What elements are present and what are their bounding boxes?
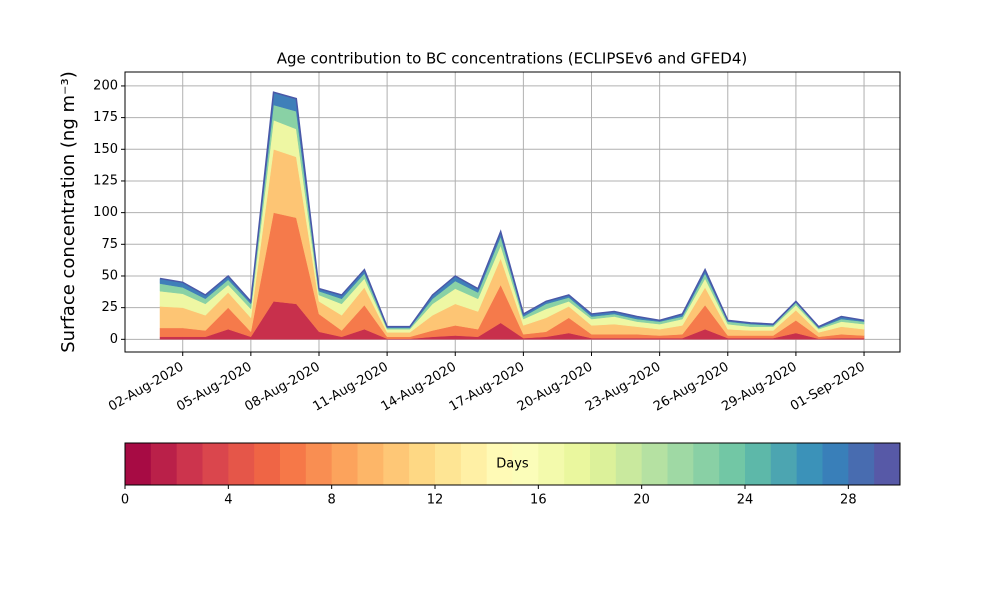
colorbar-cell: [796, 443, 823, 485]
colorbar-cell: [667, 443, 694, 485]
x-tick-label: 05-Aug-2020: [174, 360, 254, 415]
plot-frame: [124, 71, 901, 353]
colorbar-cell: [460, 443, 488, 485]
colorbar-cell: [228, 443, 255, 485]
colorbar-cell: [409, 443, 436, 485]
colorbar-cell: [254, 443, 281, 485]
chart-title: Age contribution to BC concentrations (E…: [277, 50, 748, 68]
colorbar-tick-label: 4: [224, 493, 232, 508]
y-tick-label: 75: [101, 237, 118, 252]
x-tick-label: 14-Aug-2020: [379, 360, 459, 415]
x-tick-label: 17-Aug-2020: [447, 360, 527, 415]
colorbar-label: Days: [496, 457, 529, 472]
colorbar-cell: [848, 443, 875, 485]
colorbar-cell: [590, 443, 617, 485]
colorbar-cell: [822, 443, 849, 485]
colorbar-cell: [719, 443, 746, 485]
x-tick-label: 26-Aug-2020: [651, 360, 731, 415]
x-tick-label: 29-Aug-2020: [719, 360, 799, 415]
area-edge: [159, 91, 865, 328]
colorbar-cell: [150, 443, 178, 485]
colorbar-cell: [693, 443, 720, 485]
y-tick-label: 0: [110, 332, 118, 347]
y-tick-label: 100: [93, 205, 118, 220]
y-axis-label: Surface concentration (ng m⁻³): [58, 71, 79, 353]
y-tick-label: 125: [93, 173, 118, 188]
colorbar-cell: [280, 443, 307, 485]
colorbar-cell: [564, 443, 591, 485]
colorbar-cell: [202, 443, 229, 485]
colorbar-cell: [357, 443, 384, 485]
colorbar-tick-label: 8: [328, 493, 336, 508]
colorbar-cell: [176, 443, 203, 485]
colorbar-cell: [486, 443, 513, 485]
colorbar-cell: [512, 443, 539, 485]
colorbar-cell: [770, 443, 798, 485]
colorbar-tick-label: 24: [737, 493, 754, 508]
colorbar-frame: [124, 442, 901, 486]
colorbar-cell: [538, 443, 565, 485]
colorbar-tick-label: 20: [633, 493, 650, 508]
colorbar-cell: [331, 443, 358, 485]
y-tick-label: 25: [101, 300, 118, 315]
colorbar-cell: [641, 443, 668, 485]
y-tick-label: 50: [101, 268, 118, 283]
colorbar-cell: [383, 443, 410, 485]
x-tick-label: 02-Aug-2020: [106, 360, 186, 415]
colorbar-cell: [125, 443, 152, 485]
x-tick-label: 08-Aug-2020: [242, 360, 322, 415]
y-tick-label: 150: [93, 142, 118, 157]
x-tick-label: 23-Aug-2020: [583, 360, 663, 415]
colorbar-tick-label: 28: [840, 493, 857, 508]
y-tick-label: 200: [93, 78, 118, 93]
x-tick-label: 11-Aug-2020: [311, 360, 391, 415]
colorbar-cell: [305, 443, 333, 485]
colorbar-tick-label: 12: [427, 493, 444, 508]
y-tick-label: 175: [93, 110, 118, 125]
colorbar-cell: [874, 443, 901, 485]
colorbar-cell: [435, 443, 462, 485]
colorbar-cell: [615, 443, 643, 485]
colorbar-cell: [745, 443, 772, 485]
colorbar-tick-label: 0: [121, 493, 129, 508]
x-tick-label: 20-Aug-2020: [515, 360, 595, 415]
colorbar-tick-label: 16: [530, 493, 547, 508]
x-tick-label: 01-Sep-2020: [788, 360, 868, 415]
